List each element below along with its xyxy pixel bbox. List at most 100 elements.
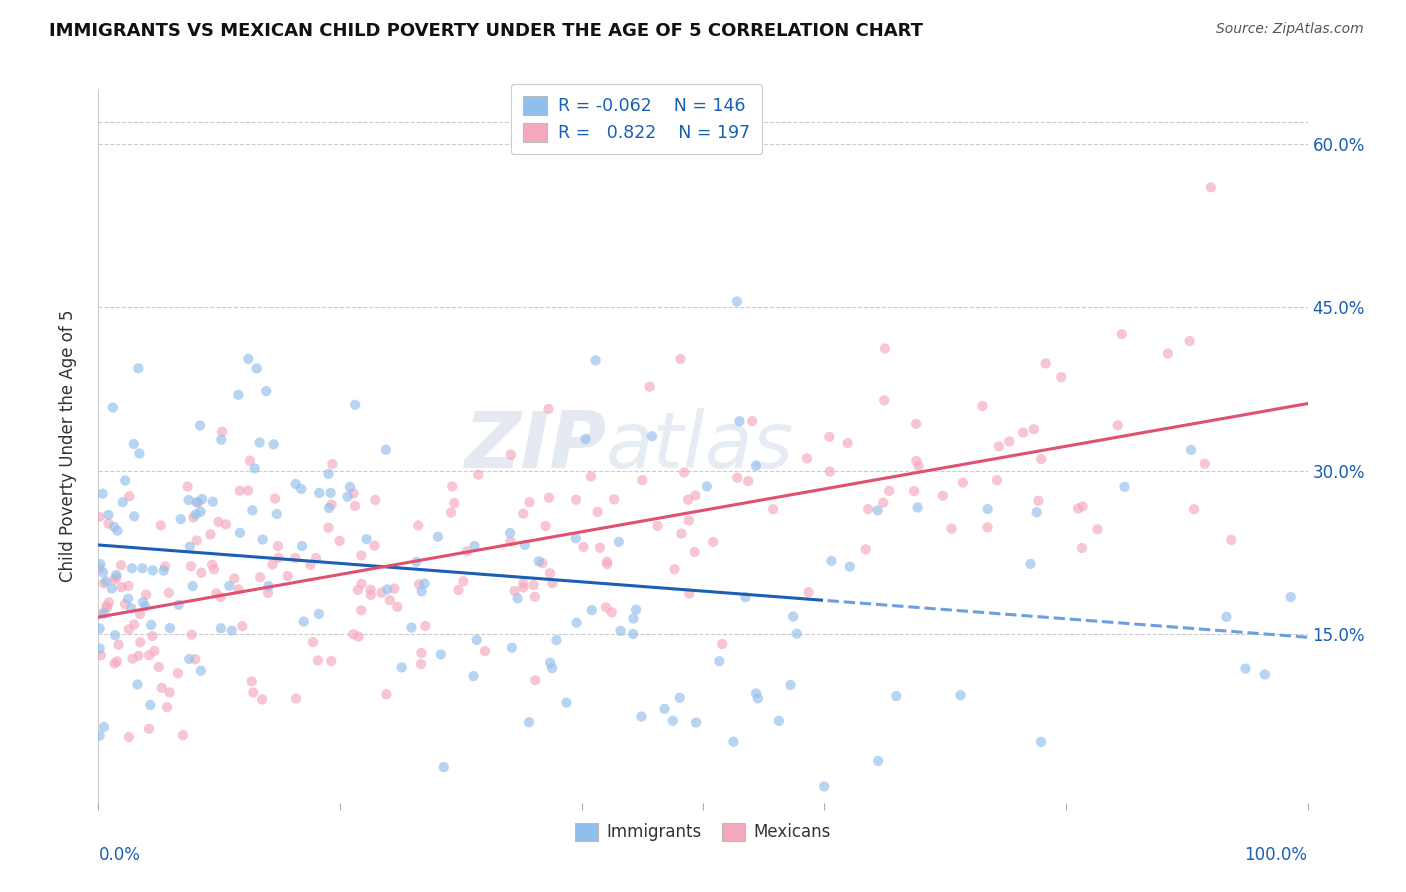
- Point: [501, 640, 523, 655]
- Point: [433, 760, 456, 774]
- Point: [856, 502, 879, 516]
- Point: [522, 578, 544, 592]
- Point: [183, 510, 205, 524]
- Point: [413, 576, 436, 591]
- Point: [188, 418, 211, 433]
- Point: [138, 648, 160, 663]
- Point: [734, 591, 756, 605]
- Point: [411, 584, 433, 599]
- Point: [676, 492, 699, 507]
- Point: [779, 678, 801, 692]
- Point: [104, 628, 127, 642]
- Point: [1194, 457, 1216, 471]
- Point: [932, 489, 955, 503]
- Point: [607, 534, 630, 549]
- Point: [94, 599, 117, 614]
- Point: [105, 571, 128, 585]
- Point: [1279, 590, 1302, 604]
- Point: [129, 635, 152, 649]
- Point: [176, 480, 198, 494]
- Point: [91, 486, 114, 500]
- Point: [405, 555, 427, 569]
- Point: [512, 581, 534, 595]
- Point: [329, 533, 352, 548]
- Point: [596, 557, 619, 571]
- Point: [231, 619, 253, 633]
- Point: [596, 555, 619, 569]
- Point: [105, 654, 128, 668]
- Point: [1067, 501, 1090, 516]
- Point: [868, 754, 890, 768]
- Point: [350, 549, 373, 563]
- Point: [499, 526, 522, 541]
- Point: [143, 644, 166, 658]
- Point: [581, 603, 603, 617]
- Point: [1178, 334, 1201, 348]
- Text: IMMIGRANTS VS MEXICAN CHILD POVERTY UNDER THE AGE OF 5 CORRELATION CHART: IMMIGRANTS VS MEXICAN CHILD POVERTY UNDE…: [49, 22, 924, 40]
- Point: [1012, 425, 1035, 440]
- Text: 100.0%: 100.0%: [1244, 846, 1308, 863]
- Point: [796, 451, 818, 466]
- Point: [1234, 662, 1257, 676]
- Point: [127, 648, 149, 663]
- Point: [1157, 346, 1180, 360]
- Point: [711, 637, 734, 651]
- Point: [122, 617, 145, 632]
- Point: [453, 574, 475, 589]
- Point: [555, 696, 578, 710]
- Point: [820, 554, 842, 568]
- Point: [463, 669, 485, 683]
- Point: [118, 623, 141, 637]
- Point: [512, 507, 534, 521]
- Point: [907, 500, 929, 515]
- Point: [903, 484, 925, 499]
- Point: [97, 595, 120, 609]
- Point: [111, 495, 134, 509]
- Point: [129, 607, 152, 621]
- Legend: Immigrants, Mexicans: Immigrants, Mexicans: [568, 816, 838, 848]
- Point: [737, 474, 759, 488]
- Point: [782, 609, 804, 624]
- Point: [187, 496, 209, 510]
- Point: [467, 467, 489, 482]
- Point: [211, 425, 233, 439]
- Point: [855, 542, 877, 557]
- Point: [228, 388, 250, 402]
- Point: [952, 475, 974, 490]
- Point: [103, 657, 125, 671]
- Point: [745, 458, 768, 473]
- Point: [1180, 442, 1202, 457]
- Point: [382, 582, 405, 596]
- Point: [131, 561, 153, 575]
- Point: [141, 618, 163, 632]
- Point: [818, 465, 841, 479]
- Point: [236, 483, 259, 498]
- Point: [347, 630, 370, 644]
- Point: [107, 638, 129, 652]
- Point: [709, 654, 731, 668]
- Point: [93, 720, 115, 734]
- Point: [350, 576, 373, 591]
- Point: [94, 574, 117, 589]
- Point: [218, 579, 240, 593]
- Point: [647, 518, 669, 533]
- Point: [138, 722, 160, 736]
- Point: [638, 380, 661, 394]
- Point: [267, 550, 290, 565]
- Point: [1114, 480, 1136, 494]
- Point: [321, 457, 343, 471]
- Point: [93, 576, 115, 591]
- Point: [266, 507, 288, 521]
- Point: [415, 619, 437, 633]
- Point: [254, 384, 277, 398]
- Point: [202, 562, 225, 576]
- Point: [177, 493, 200, 508]
- Point: [585, 353, 607, 368]
- Point: [728, 414, 751, 428]
- Point: [318, 467, 340, 481]
- Point: [986, 473, 1008, 487]
- Point: [678, 586, 700, 600]
- Point: [905, 454, 928, 468]
- Point: [302, 635, 325, 649]
- Point: [321, 654, 343, 668]
